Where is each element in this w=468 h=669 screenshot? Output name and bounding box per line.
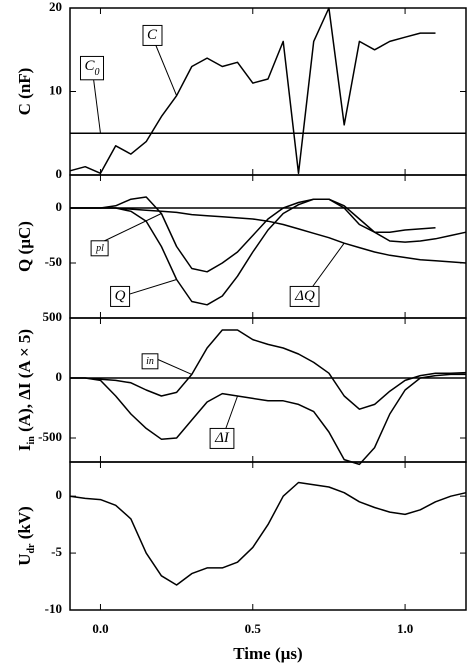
data-line xyxy=(69,481,467,586)
data-line xyxy=(70,207,467,264)
y-tick-label: 500 xyxy=(43,309,63,324)
y-tick-label: 10 xyxy=(49,82,62,97)
label-subscript: pl xyxy=(95,243,104,254)
label-text: U xyxy=(15,554,34,566)
label-text: I xyxy=(15,444,34,451)
data-line xyxy=(70,373,466,466)
annotation-box xyxy=(289,285,320,307)
label-text: C xyxy=(84,58,95,74)
y-tick-label: -50 xyxy=(45,254,62,269)
annotation-box xyxy=(141,353,159,370)
annotation: C xyxy=(147,27,158,43)
annotation-box xyxy=(142,24,163,46)
x-tick-label: 1.0 xyxy=(397,621,413,636)
plot-frame xyxy=(69,317,467,463)
label-subscript: in xyxy=(146,356,154,367)
label-text: Q xyxy=(115,288,126,304)
annotation-box xyxy=(209,427,235,449)
label-text: (A), ΔI (A × 5) xyxy=(15,329,34,436)
annotation: pl xyxy=(95,243,104,254)
y-tick-label: -10 xyxy=(45,601,62,616)
data-line xyxy=(70,198,467,306)
annotation: ΔQ xyxy=(294,288,315,304)
leader-line xyxy=(99,213,162,244)
data-line xyxy=(69,7,436,175)
y-tick-label: 20 xyxy=(49,0,62,14)
label-subscript: 0 xyxy=(95,67,100,78)
y-axis-label: C (nF) xyxy=(15,68,34,116)
y-axis-label: Iin (A), ΔI (A × 5) xyxy=(15,329,37,451)
annotation-box xyxy=(110,285,131,307)
annotation: C0 xyxy=(84,58,99,77)
y-tick-label: -500 xyxy=(38,429,62,444)
label-text: (kV) xyxy=(15,506,34,543)
annotation: Q xyxy=(115,288,126,304)
x-axis-label: Time (µs) xyxy=(233,644,302,663)
y-tick-label: 0 xyxy=(56,166,63,181)
y-axis-label: Udr (kV) xyxy=(15,506,37,566)
annotation-box xyxy=(79,55,105,81)
label-text: Q (µC) xyxy=(15,221,34,272)
annotation-box xyxy=(90,240,109,257)
data-line xyxy=(70,329,467,410)
leader-line xyxy=(151,35,178,96)
y-tick-label: 0 xyxy=(56,369,63,384)
annotation: ΔI xyxy=(214,430,230,446)
x-tick-label: 0.5 xyxy=(245,621,262,636)
y-tick-label: -5 xyxy=(51,544,62,559)
label-text: ΔQ xyxy=(294,288,315,304)
y-axis-label: Q (µC) xyxy=(15,221,34,272)
plot-frame xyxy=(69,7,467,176)
label-text: C (nF) xyxy=(15,68,34,116)
x-tick-label: 0.0 xyxy=(92,621,108,636)
y-tick-label: 0 xyxy=(56,487,63,502)
label-subscript: in xyxy=(26,436,37,445)
y-tick-label: 0 xyxy=(56,199,63,214)
annotation: in xyxy=(146,356,154,367)
label-subscript: dr xyxy=(26,543,37,554)
plot-frame xyxy=(69,461,467,611)
label-text: ΔI xyxy=(214,430,230,446)
label-text: C xyxy=(147,27,158,43)
